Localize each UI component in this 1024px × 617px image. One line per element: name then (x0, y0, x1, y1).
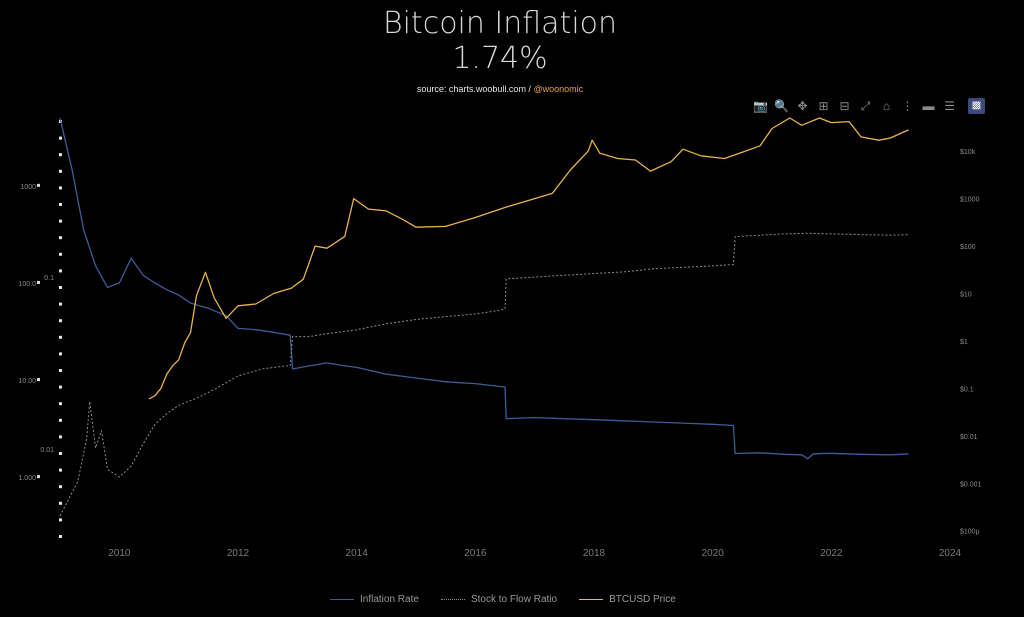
right-tick-label: $100μ (960, 529, 980, 536)
right-tick-label: $10k (960, 149, 976, 156)
series-line-stock-to-flow-ratio (59, 232, 909, 517)
mid-axis-tick (59, 352, 62, 356)
mid-axis-tick (59, 252, 62, 256)
x-tick-label-2024: 2024 (939, 548, 962, 559)
series-line-btcusd-price (148, 117, 909, 400)
chart-title: Bitcoin Inflation (382, 6, 618, 41)
mid-axis-tick (59, 236, 62, 240)
spike-lines-icon[interactable]: ⋮ (901, 99, 914, 113)
series-line-inflation-rate (59, 117, 909, 460)
pan-icon[interactable]: ✥ (797, 99, 808, 113)
inflation-swatch (330, 599, 354, 600)
legend-item-s2f[interactable]: Stock to Flow Ratio (440, 594, 558, 605)
home-icon[interactable]: ⌂ (882, 99, 891, 113)
right-tick-label: $0.01 (960, 434, 978, 441)
x-tick-label-2014: 2014 (346, 548, 369, 559)
right-tick-label: $0.001 (960, 481, 982, 488)
source-text: source: charts.woobull.com / (416, 84, 534, 94)
left-tick-label: 10.00 (18, 378, 36, 385)
x-tick-label-2012: 2012 (227, 548, 250, 559)
mid-axis-tick (59, 286, 62, 289)
x-tick-label-2010: 2010 (108, 548, 131, 559)
legend-label-inflation: Inflation Rate (360, 594, 419, 605)
mid-axis-tick (59, 153, 62, 157)
mid-axis-tick (59, 518, 62, 522)
mid-axis-tick (59, 535, 62, 538)
hover-compare-icon[interactable]: ☰ (944, 99, 955, 113)
mid-axis-tick (59, 186, 62, 190)
mid-tick-label: 0.01 (40, 447, 54, 454)
mid-axis-tick (59, 485, 62, 489)
right-tick-label: $100 (960, 244, 976, 251)
mid-axis-tick (59, 501, 62, 505)
legend-item-inflation[interactable]: Inflation Rate (330, 594, 419, 605)
mid-axis-tick (59, 418, 62, 422)
right-tick-label: $1000 (960, 197, 980, 204)
x-tick-label-2022: 2022 (820, 548, 843, 559)
left-tick-mark (37, 378, 40, 382)
mid-axis-tick (59, 203, 62, 206)
mid-axis-tick (59, 402, 62, 406)
mid-axis-tick (59, 169, 62, 173)
autoscale-icon[interactable]: ⤢ (860, 99, 871, 113)
mid-axis-tick (59, 452, 62, 455)
mid-axis-tick (59, 136, 62, 140)
hover-closest-icon[interactable]: ▬ (922, 99, 935, 113)
mid-axis-tick (59, 319, 62, 323)
camera-icon[interactable]: 📷 (753, 99, 768, 113)
s2f-swatch (440, 599, 465, 600)
mid-axis-tick (59, 435, 62, 439)
mid-axis-tick (59, 219, 62, 223)
right-tick-label: $0.1 (960, 386, 974, 393)
source-line: source: charts.woobull.com / @woonomic (0, 84, 1000, 94)
mid-tick-label: 0.1 (44, 275, 54, 282)
left-tick-mark (37, 183, 40, 187)
plotly-logo-icon[interactable]: ▩ (968, 98, 985, 114)
zoom-out-icon[interactable]: ⊟ (839, 99, 850, 113)
mid-axis-tick (59, 385, 62, 389)
source-handle[interactable]: @woonomic (533, 84, 584, 94)
left-tick-label: 100.0 (18, 281, 36, 288)
right-tick-label: $10 (960, 291, 972, 298)
mid-axis-tick (59, 468, 62, 472)
legend-item-price[interactable]: BTCUSD Price (579, 594, 676, 605)
x-tick-label-2018: 2018 (583, 548, 606, 559)
mid-axis-tick (59, 369, 62, 372)
zoom-in-icon[interactable]: ⊞ (818, 99, 829, 113)
left-tick-label: 1000 (20, 184, 36, 191)
legend: Inflation Rate Stock to Flow Ratio BTCUS… (330, 594, 676, 605)
right-tick-label: $1 (960, 339, 968, 346)
chart-subtitle: 1.74% (452, 41, 548, 76)
left-tick-label: 1.000 (18, 475, 36, 482)
mid-axis-tick (59, 335, 62, 339)
zoom-icon[interactable]: 🔍 (774, 99, 789, 113)
left-tick-mark (37, 280, 40, 284)
x-tick-label-2016: 2016 (464, 548, 487, 559)
legend-label-s2f: Stock to Flow Ratio (470, 594, 558, 605)
left-tick-mark (37, 475, 40, 479)
modebar: 📷 🔍 ✥ ⊞ ⊟ ⤢ ⌂ ⋮ ▬ ☰ ▩ (752, 98, 985, 114)
mid-axis-tick (59, 269, 62, 273)
price-swatch (579, 599, 604, 600)
x-tick-label-2020: 2020 (702, 548, 725, 559)
legend-label-price: BTCUSD Price (609, 594, 676, 605)
mid-axis-tick (59, 302, 62, 306)
